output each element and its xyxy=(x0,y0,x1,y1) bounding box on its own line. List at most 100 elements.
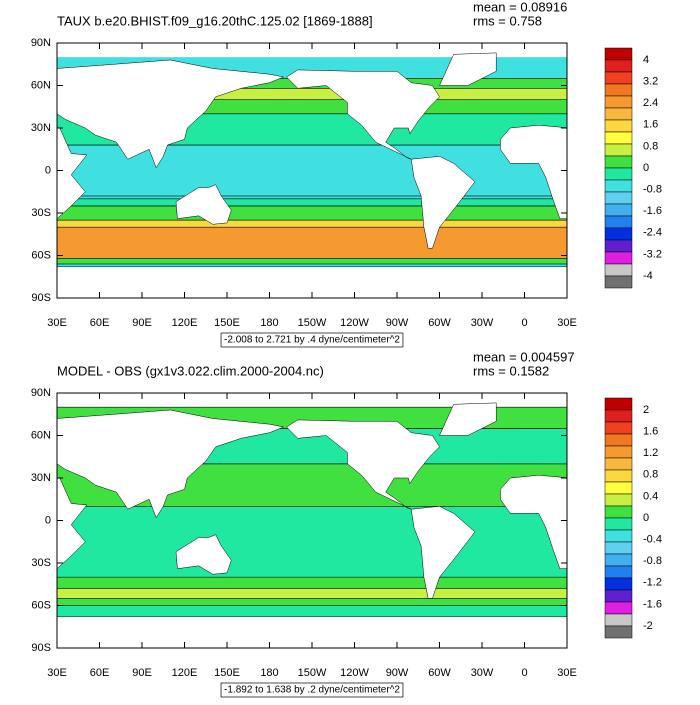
land-eurasia xyxy=(57,409,285,519)
colorbar-box xyxy=(604,409,633,423)
land-samerica xyxy=(410,506,476,599)
lon-label: 30E xyxy=(47,317,67,329)
colorbar-box xyxy=(604,143,633,157)
lon-label: 60E xyxy=(90,317,110,329)
colorbar-label: 0.4 xyxy=(643,490,658,502)
lon-label: 0 xyxy=(521,317,527,329)
colorbar-box xyxy=(604,263,633,277)
contour-band xyxy=(57,226,567,259)
lon-label: 90E xyxy=(132,317,152,329)
colorbar-label: -0.8 xyxy=(643,184,662,196)
lon-label: 120W xyxy=(340,317,369,329)
colorbar-box xyxy=(604,179,633,193)
colorbar-label: -1.6 xyxy=(643,205,662,217)
colorbar-label: -1.6 xyxy=(643,598,662,610)
colorbar-box xyxy=(604,541,633,555)
colorbar-box xyxy=(604,433,633,447)
colorbar-label: -2.4 xyxy=(643,227,662,239)
lon-label: 90E xyxy=(132,667,152,679)
land-namerica xyxy=(286,69,440,160)
colorbar-label: 1.6 xyxy=(643,426,658,438)
colorbar-box xyxy=(604,95,633,109)
colorbar-label: 0 xyxy=(643,162,649,174)
colorbar-box xyxy=(604,131,633,145)
lon-label: 30W xyxy=(471,317,494,329)
lat-label: 30S xyxy=(31,557,51,569)
land-africa xyxy=(57,477,88,569)
land-africa xyxy=(500,474,567,569)
map-field xyxy=(57,402,567,648)
land-greenland xyxy=(439,402,497,436)
colorbar-box xyxy=(604,397,633,411)
colorbar-box xyxy=(604,481,633,495)
lat-label: 90N xyxy=(31,37,51,49)
colorbar-box xyxy=(604,59,633,73)
range-note-box xyxy=(220,682,404,698)
contour-band xyxy=(57,205,567,221)
colorbar-box xyxy=(604,469,633,483)
colorbar-box xyxy=(604,191,633,205)
lat-label: 60S xyxy=(31,249,51,261)
colorbar-box xyxy=(604,239,633,253)
lon-label: 180 xyxy=(260,317,278,329)
colorbar-box xyxy=(604,577,633,591)
colorbar-label: 0.8 xyxy=(643,469,658,481)
colorbar-box xyxy=(604,251,633,265)
colorbar-label: 0 xyxy=(643,512,649,524)
land-greenland xyxy=(439,52,497,86)
panel-title: TAUX b.e20.BHIST.f09_g16.20thC.125.02 [1… xyxy=(57,13,373,28)
lat-label: 30N xyxy=(31,472,51,484)
colorbar-label: 2.4 xyxy=(643,97,658,109)
lon-label: 120E xyxy=(172,667,198,679)
colorbar-box xyxy=(604,565,633,579)
land-australia xyxy=(175,534,232,575)
colorbar-box xyxy=(604,227,633,241)
lat-label: 30S xyxy=(31,207,51,219)
lon-label: 180 xyxy=(260,667,278,679)
land-eurasia xyxy=(57,59,285,169)
lon-label: 30E xyxy=(47,667,67,679)
lon-label: 0 xyxy=(521,667,527,679)
lon-label: 90W xyxy=(386,317,409,329)
panel-title: MODEL - OBS (gx1v3.022.clim.2000-2004.nc… xyxy=(57,363,324,378)
colorbar-box xyxy=(604,505,633,519)
colorbar-box xyxy=(604,553,633,567)
colorbar-label: 1.2 xyxy=(643,447,658,459)
colorbar-box xyxy=(604,155,633,169)
colorbar-label: -0.4 xyxy=(643,534,662,546)
lon-label: 30E xyxy=(557,317,577,329)
lat-label: 30N xyxy=(31,122,51,134)
land-namerica xyxy=(286,419,440,510)
colorbar-label: 2 xyxy=(643,404,649,416)
colorbar-box xyxy=(604,421,633,435)
colorbar-label: 3.2 xyxy=(643,76,658,88)
lon-label: 60E xyxy=(90,667,110,679)
panel-stat: mean = 0.08916 xyxy=(473,0,567,14)
contour-band xyxy=(57,588,567,599)
lon-label: 150W xyxy=(298,667,327,679)
colorbar-box xyxy=(604,445,633,459)
land-samerica xyxy=(410,156,476,249)
colorbar-box xyxy=(604,83,633,97)
lat-label: 90N xyxy=(31,387,51,399)
colorbar-box xyxy=(604,517,633,531)
colorbar-box xyxy=(604,529,633,543)
land-africa xyxy=(57,127,88,219)
lat-label: 90S xyxy=(31,292,51,304)
lat-label: 0 xyxy=(45,514,51,526)
lon-label: 120E xyxy=(172,317,198,329)
colorbar-box xyxy=(604,275,633,289)
colorbar-label: 4 xyxy=(643,54,649,66)
colorbar-label: -1.2 xyxy=(643,577,662,589)
colorbar-box xyxy=(604,589,633,603)
lat-label: 60S xyxy=(31,599,51,611)
contour-band xyxy=(57,88,567,100)
colorbar-box xyxy=(604,613,633,627)
colorbar-label: -2 xyxy=(643,620,653,632)
map-panel: 90N 60N 30N 0 30S 60S 90S 30E 60E 90E 120E 150E 180 1… xyxy=(31,349,662,698)
colorbar-box xyxy=(604,119,633,133)
map-panel: 90N 60N 30N 0 30S 60S 90S 30E 60E 90E 120E 150E 180 1… xyxy=(31,0,662,348)
contour-band xyxy=(57,258,567,265)
colorbar-label: 1.6 xyxy=(643,119,658,131)
colorbar-box xyxy=(604,457,633,471)
